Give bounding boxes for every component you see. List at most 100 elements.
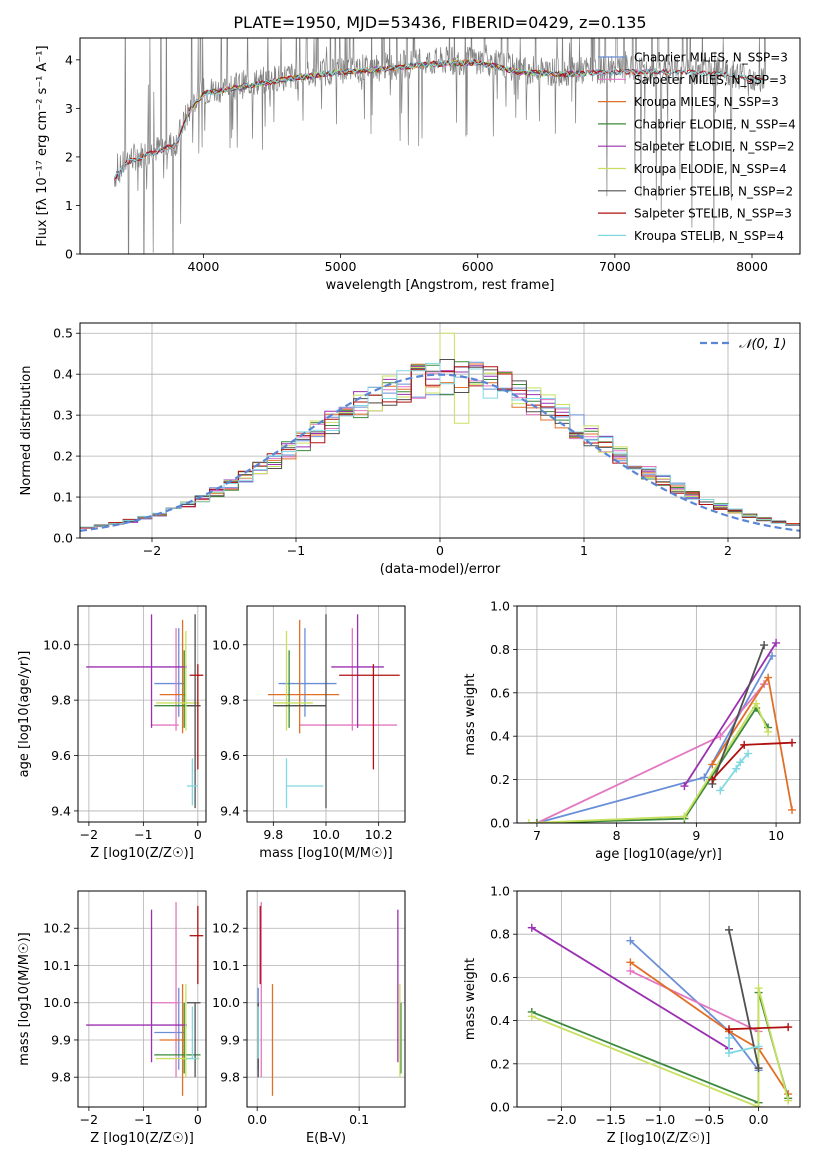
errorbar-point — [189, 905, 204, 985]
legend-label: Salpeter ELODIE, N_SSP=2 — [634, 140, 795, 154]
y-tick-label: 10.0 — [43, 995, 71, 1010]
y-tick-label: 0.8 — [490, 642, 510, 657]
errorbar-point — [268, 619, 340, 734]
series-marker — [760, 641, 769, 650]
x-axis-label: E(B-V) — [306, 1131, 346, 1146]
y-tick-label: 9.6 — [220, 748, 240, 763]
y-tick-label: 10.0 — [212, 995, 240, 1010]
x-tick-label: −1 — [134, 1112, 152, 1127]
series-line — [630, 970, 759, 1033]
residuals-plot-area — [80, 332, 800, 538]
y-tick-label: 0 — [65, 247, 73, 262]
errorbar-point — [299, 628, 398, 731]
axes-frame — [77, 890, 207, 1108]
errorbar-point — [273, 614, 327, 809]
errorbar-point — [154, 650, 201, 728]
x-axis-label: mass [log10(M/M☉)] — [259, 846, 392, 861]
y-tick-label: 4 — [65, 52, 73, 67]
y-tick-label: 0.6 — [490, 970, 510, 985]
axes-frame — [246, 890, 406, 1108]
spectrum-chart: 4000 5000 6000 7000 8000 0 1 2 3 4 wavelength [Ang… — [35, 37, 801, 293]
series-marker — [788, 805, 797, 814]
x-tick-label: 10.0 — [312, 827, 340, 842]
x-tick-label: 0 — [194, 1112, 202, 1127]
normal-reference-curve — [80, 373, 800, 532]
errorbar-point — [285, 758, 324, 809]
x-tick-label: −2.0 — [546, 1112, 576, 1127]
series-marker — [725, 925, 734, 934]
series-line — [683, 642, 777, 787]
errorbar-point — [86, 614, 187, 728]
age_vs_Z-chart: −2 −1 0 9.4 9.6 9.8 10.0 Z [log10(Z/Z☉)] age [lo… — [17, 605, 207, 861]
x-tick-label: 4000 — [188, 259, 220, 274]
y-tick-label: 0.3 — [53, 408, 73, 423]
x-axis-label: (data-model)/error — [380, 562, 501, 577]
errorbar-point — [186, 758, 198, 806]
series-marker — [740, 740, 749, 749]
axes-frame — [79, 322, 801, 539]
y-axis-label: age [log10(age/yr)] — [17, 651, 32, 778]
series-marker — [784, 1096, 793, 1105]
y-tick-label: 10.2 — [212, 921, 240, 936]
y-tick-label: 0.4 — [490, 1013, 510, 1028]
axes-frame — [516, 890, 801, 1108]
series-marker — [626, 958, 635, 967]
series-line — [719, 752, 749, 792]
series-marker — [532, 819, 541, 823]
y-tick-label: 1.0 — [490, 599, 510, 614]
errorbar-point — [186, 1006, 198, 1060]
axes-frame — [516, 605, 801, 824]
y-tick-label: 0.2 — [53, 449, 73, 464]
axes-frame — [246, 605, 406, 823]
x-tick-label: −0.5 — [694, 1112, 724, 1127]
x-tick-label: 9 — [692, 828, 700, 843]
errorbar-point — [159, 984, 186, 1096]
errorbar-point — [186, 1002, 201, 1078]
y-tick-label: 9.9 — [220, 1032, 240, 1047]
series-marker — [725, 1025, 734, 1034]
x-tick-label: 10 — [768, 828, 784, 843]
series-marker — [754, 1042, 763, 1051]
y-axis-label: mass weight — [463, 958, 478, 1040]
y-tick-label: 0.2 — [490, 772, 510, 787]
errorbar-point — [186, 614, 201, 809]
errorbar-point — [159, 619, 186, 734]
series-line — [728, 1026, 789, 1031]
series-marker — [764, 727, 773, 736]
y-axis-label: mass weight — [463, 673, 478, 755]
x-tick-label: 0.1 — [349, 1112, 369, 1127]
y-tick-label: 0.6 — [490, 685, 510, 700]
x-tick-label: 0 — [194, 827, 202, 842]
age_vs_Z-plot-area — [86, 614, 204, 809]
x-tick-label: 10.2 — [365, 827, 393, 842]
x-tick-label: 8 — [613, 828, 621, 843]
x-tick-label: 1 — [580, 543, 588, 558]
mass_vs_Z-chart: −2 −1 0 9.8 9.9 10.0 10.1 10.2 Z [log10(Z/Z☉)] ma… — [17, 890, 207, 1146]
axes-frame — [77, 605, 207, 823]
x-tick-label: 7000 — [599, 259, 631, 274]
y-tick-label: 0.0 — [490, 1100, 510, 1115]
y-tick-label: 9.9 — [51, 1032, 71, 1047]
series-marker — [524, 819, 533, 823]
x-tick-label: 5000 — [325, 259, 357, 274]
series-marker — [752, 699, 761, 708]
series-line — [728, 929, 760, 1069]
x-tick-label: 8000 — [736, 259, 768, 274]
series-marker — [527, 923, 536, 932]
series-marker — [772, 638, 781, 647]
y-tick-label: 0.8 — [490, 927, 510, 942]
errorbar-point — [189, 664, 204, 770]
y-axis-label: mass [log10(M/M☉)] — [17, 932, 32, 1065]
y-tick-label: 9.8 — [220, 693, 240, 708]
series-marker — [725, 1049, 734, 1057]
y-tick-label: 3 — [65, 101, 73, 116]
mass_vs_EBV-plot-area — [257, 902, 402, 1096]
legend-label: Kroupa STELIB, N_SSP=4 — [634, 229, 784, 243]
series-marker — [764, 673, 773, 682]
series-marker — [754, 1064, 763, 1073]
y-tick-label: 10.1 — [212, 958, 240, 973]
series-marker — [680, 812, 689, 821]
series-marker — [736, 758, 745, 767]
x-tick-label: −2 — [80, 827, 98, 842]
errorbar-point — [86, 909, 187, 1063]
